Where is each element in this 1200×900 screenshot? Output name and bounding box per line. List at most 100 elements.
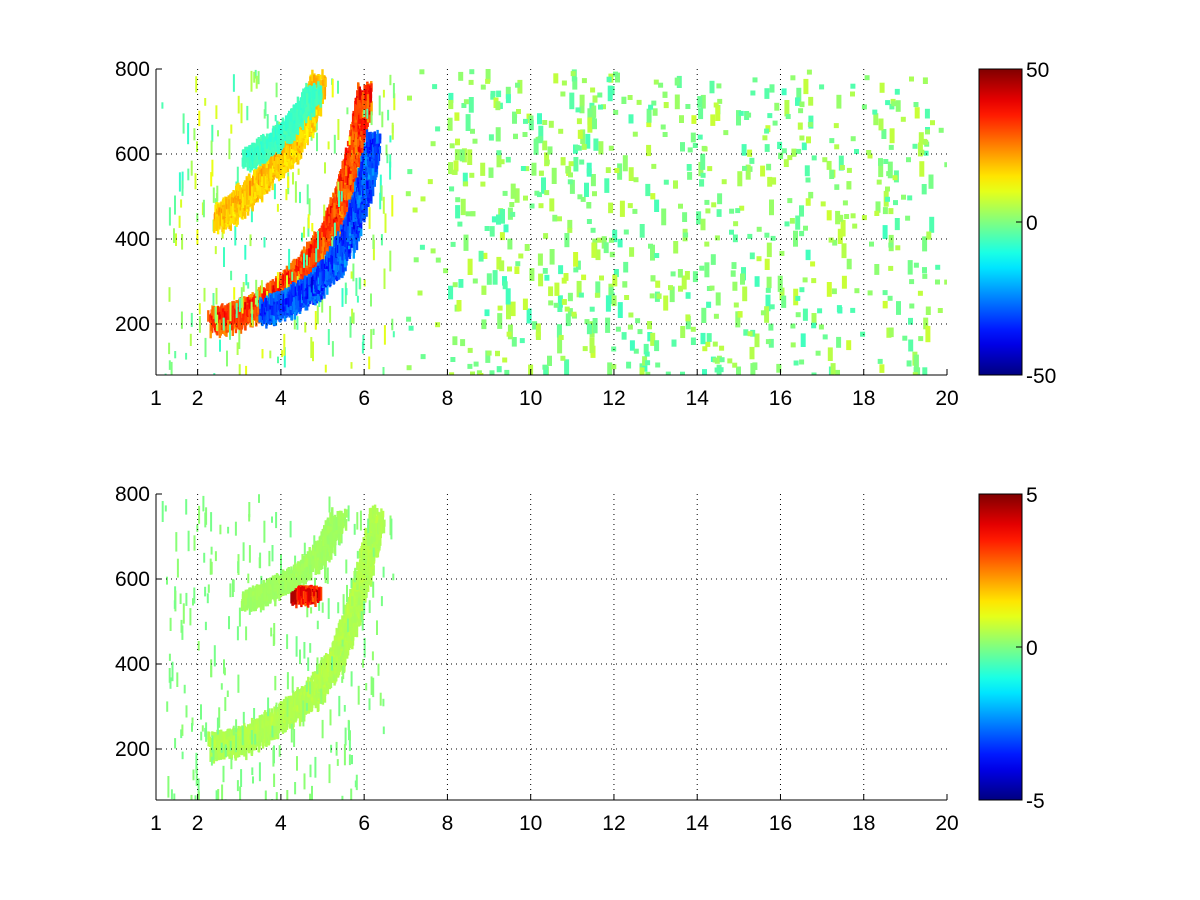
heatmap-cell: [391, 195, 394, 217]
heatmap-cell: [288, 248, 291, 270]
heatmap-cell: [310, 277, 314, 289]
heatmap-cell: [314, 231, 317, 239]
heatmap-cell: [341, 288, 344, 307]
heatmap-cell: [378, 95, 381, 116]
heatmap-cell: [187, 168, 190, 181]
heatmap-cell: [181, 171, 184, 189]
heatmap-cell: [350, 181, 353, 192]
heatmap-cell: [273, 183, 276, 200]
heatmap-cell: [393, 93, 396, 111]
heatmap-cell: [304, 322, 307, 333]
heatmap-cell: [352, 149, 356, 162]
heatmap-cell: [316, 305, 319, 325]
heatmap-cell: [342, 207, 345, 219]
heatmap-cell: [295, 296, 298, 310]
heatmap-cell: [265, 307, 268, 314]
heatmap-cell: [211, 159, 214, 177]
heatmap-cell: [322, 232, 325, 248]
heatmap-cell: [363, 279, 366, 287]
heatmap-cell: [370, 293, 372, 307]
heatmap-feature-arc-positive: [161, 69, 396, 375]
heatmap-cell: [356, 295, 359, 303]
heatmap-cell: [254, 297, 257, 305]
heatmap-cell: [368, 111, 371, 123]
heatmap-cell: [363, 176, 366, 191]
heatmap-cell: [364, 89, 367, 101]
heatmap-cell: [257, 287, 261, 300]
heatmap-cell: [351, 308, 354, 324]
heatmap-cell: [303, 226, 305, 238]
heatmap-cell: [244, 309, 247, 323]
heatmap-cell: [245, 365, 248, 375]
heatmap-cell: [360, 112, 363, 127]
heatmap-cell: [295, 265, 298, 271]
heatmap-cell: [374, 133, 378, 142]
heatmap-cell: [356, 133, 360, 147]
heatmap-cell: [338, 170, 342, 177]
heatmap-cell: [347, 167, 350, 178]
heatmap-cell: [250, 70, 253, 92]
heatmap-cell: [340, 191, 343, 202]
heatmap-cell: [327, 141, 330, 150]
heatmap-cell: [348, 136, 351, 146]
heatmap-cell: [333, 222, 336, 244]
heatmap-cell: [296, 258, 299, 267]
heatmap-cell: [219, 320, 222, 332]
heatmap-cell: [368, 177, 372, 187]
heatmap-cell: [288, 275, 291, 285]
heatmap-cell: [313, 239, 316, 252]
heatmap-cell: [330, 255, 333, 265]
heatmap-cell: [271, 282, 274, 290]
heatmap-cell: [321, 291, 324, 313]
heatmap-cell: [330, 198, 334, 213]
heatmap-cell: [309, 256, 313, 267]
heatmap-cell: [355, 277, 358, 296]
heatmap-cell: [333, 263, 336, 271]
heatmap-cell: [294, 286, 297, 296]
heatmap-cell: [266, 114, 269, 129]
heatmap-cell: [289, 291, 292, 306]
heatmap-cell: [366, 108, 369, 119]
heatmap-cell: [245, 304, 249, 316]
heatmap-cell: [354, 117, 358, 133]
heatmap-cell: [285, 298, 288, 305]
heatmap-cell: [292, 297, 296, 312]
heatmap-cell: [382, 89, 385, 98]
heatmap-cell: [314, 266, 317, 278]
heatmap-cell: [217, 130, 219, 137]
heatmap-cell: [301, 232, 303, 242]
heatmap-cell: [316, 265, 320, 277]
heatmap-cell: [347, 181, 350, 189]
heatmap-cell: [383, 325, 386, 345]
heatmap-cell: [307, 261, 311, 276]
heatmap-cell: [382, 196, 385, 214]
heatmap-cell: [376, 152, 380, 166]
heatmap-cell: [389, 135, 392, 143]
heatmap-cell: [180, 199, 183, 208]
heatmap-cell: [272, 285, 275, 296]
heatmap-cell: [272, 292, 276, 299]
heatmap-cell: [374, 146, 377, 154]
heatmap-cell: [329, 206, 333, 214]
heatmap-cell: [258, 314, 261, 323]
heatmap-cell: [378, 133, 382, 140]
heatmap-cell: [333, 193, 336, 205]
heatmap-cell: [238, 297, 241, 312]
heatmap-cell: [321, 259, 324, 272]
heatmap-cell: [389, 161, 392, 180]
heatmap-cell: [331, 341, 334, 357]
heatmap-cell: [196, 213, 199, 222]
heatmap-cell: [289, 265, 292, 278]
heatmap-cell: [287, 269, 290, 276]
heatmap-cell: [365, 129, 369, 142]
heatmap-cell: [211, 313, 215, 327]
heatmap-cell: [294, 272, 297, 284]
heatmap-cell: [322, 270, 325, 282]
heatmap-cell: [300, 283, 304, 291]
heatmap-cell: [382, 367, 385, 375]
heatmap-cell: [362, 334, 365, 350]
heatmap-cell: [303, 253, 305, 268]
heatmap-cell: [238, 314, 241, 329]
heatmap-cell: [202, 199, 205, 218]
heatmap-cell: [248, 299, 251, 312]
